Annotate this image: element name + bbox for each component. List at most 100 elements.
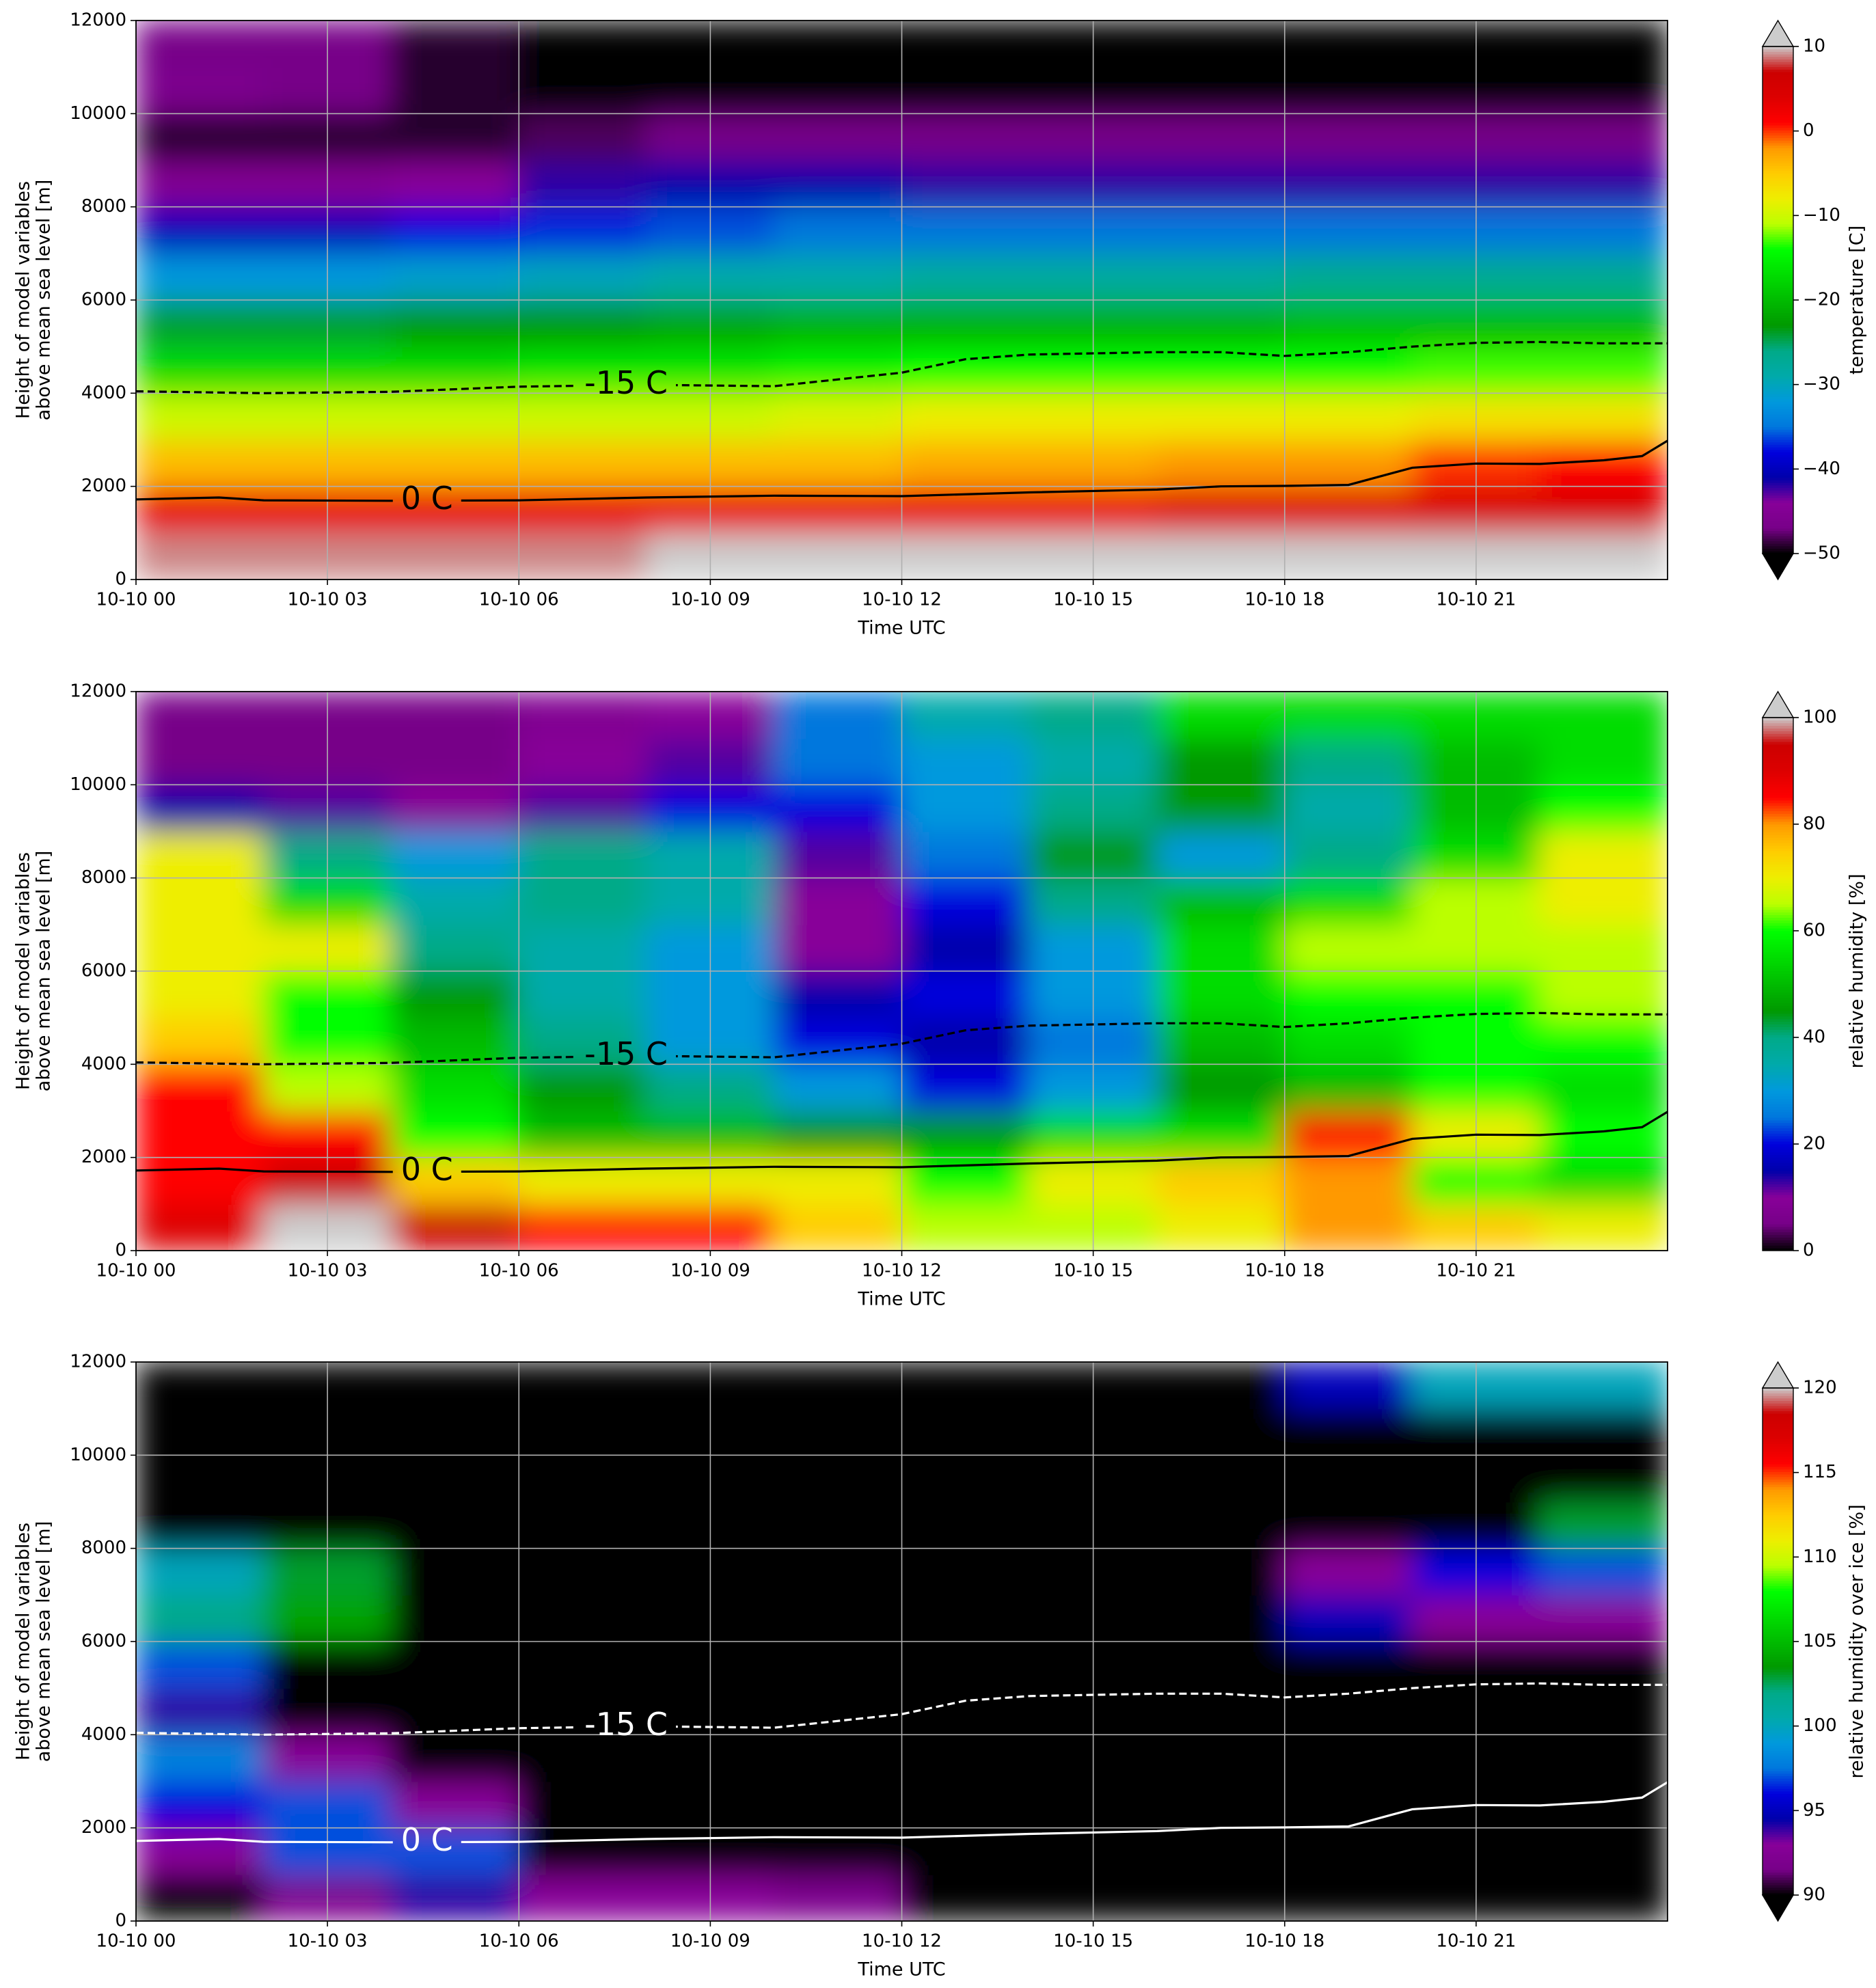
heat-cell	[390, 1110, 520, 1158]
x-tick-label: 10-10 00	[96, 1931, 176, 1952]
heat-cell	[1539, 392, 1668, 441]
heat-cell	[136, 1873, 264, 1921]
heat-cell	[390, 66, 520, 115]
heat-cell	[901, 346, 1031, 394]
colorbar-extend	[1761, 1894, 1795, 1922]
heat-cell	[773, 159, 903, 208]
heat-cell	[518, 1594, 647, 1642]
heat-cell	[773, 1017, 903, 1065]
heat-cell	[1539, 532, 1668, 580]
heat-cell	[1156, 877, 1286, 925]
colorbar-tick-label: 110	[1803, 1547, 1837, 1567]
y-tick-label: 2000	[81, 1147, 126, 1167]
y-tick-label: 10000	[70, 1445, 126, 1465]
y-tick-label: 4000	[81, 1054, 126, 1074]
y-tick-label: 2000	[81, 1817, 126, 1838]
heat-cell	[901, 877, 1031, 925]
heat-cell	[136, 1501, 264, 1549]
heat-cell	[390, 1687, 520, 1736]
heat-cell	[773, 1203, 903, 1251]
heat-cell	[518, 1362, 647, 1410]
colorbar-extend	[1761, 1361, 1795, 1389]
y-tick-label: 4000	[81, 1724, 126, 1745]
x-tick-label: 10-10 12	[862, 1931, 942, 1952]
heat-cell	[1156, 206, 1286, 254]
heat-cell	[136, 737, 264, 786]
x-tick-label: 10-10 18	[1245, 590, 1324, 610]
heat-cell	[1156, 1827, 1286, 1875]
x-tick-label: 10-10 03	[288, 1931, 368, 1952]
heat-cell	[773, 1063, 903, 1112]
heat-cell	[901, 1641, 1031, 1689]
heat-cell	[390, 1780, 520, 1829]
heat-cell	[518, 970, 647, 1019]
heat-cell	[136, 1687, 264, 1736]
heat-cell	[901, 252, 1031, 301]
heat-cell	[1539, 1017, 1668, 1065]
y-tick-label: 12000	[70, 681, 126, 702]
heat-cell	[1283, 66, 1413, 115]
heat-cell	[136, 877, 264, 925]
heat-cell	[136, 1594, 264, 1642]
heat-cell	[1539, 1641, 1668, 1689]
heat-cell	[901, 1547, 1031, 1596]
y-tick-label: 6000	[81, 961, 126, 981]
heat-cell	[390, 485, 520, 534]
heat-cell	[901, 784, 1031, 832]
y-tick-label: 6000	[81, 290, 126, 310]
heat-cell	[390, 159, 520, 208]
heat-cell	[1156, 830, 1286, 879]
heat-cell	[1283, 923, 1413, 972]
heat-cell	[901, 299, 1031, 348]
heat-cell	[518, 692, 647, 739]
heat-cell	[518, 877, 647, 925]
heat-cell	[1156, 1156, 1286, 1205]
heat-cell	[1539, 1063, 1668, 1112]
heat-cell	[1539, 737, 1668, 786]
y-tick-label: 0	[115, 1240, 126, 1261]
heat-cell	[136, 159, 264, 208]
x-tick-label: 10-10 21	[1436, 590, 1516, 610]
heat-cell	[1156, 1203, 1286, 1251]
heat-cell	[136, 1017, 264, 1065]
heat-cell	[390, 1203, 520, 1251]
heat-cell	[901, 532, 1031, 580]
heat-cell	[1283, 830, 1413, 879]
heat-cell	[901, 970, 1031, 1019]
heat-cell	[1539, 21, 1668, 68]
heat-cell	[1539, 1156, 1668, 1205]
y-tick-label: 6000	[81, 1631, 126, 1652]
x-tick-label: 10-10 00	[96, 590, 176, 610]
heat-cell	[1283, 159, 1413, 208]
heat-cell	[1156, 113, 1286, 161]
x-tick-label: 10-10 06	[479, 590, 559, 610]
heat-cell	[390, 784, 520, 832]
heat-cell	[773, 923, 903, 972]
heat-cell	[1283, 737, 1413, 786]
heat-cell	[1283, 1408, 1413, 1456]
heat-cell	[773, 737, 903, 786]
heat-cell	[136, 1547, 264, 1596]
axes-frame	[135, 691, 1668, 1251]
colorbar-extend	[1761, 690, 1795, 718]
heat-cell	[773, 1687, 903, 1736]
heat-cell	[773, 970, 903, 1019]
heat-cell	[773, 485, 903, 534]
heat-cell	[1156, 1547, 1286, 1596]
heat-cell	[518, 21, 647, 68]
heat-cell	[1539, 1873, 1668, 1921]
heat-cell	[901, 1203, 1031, 1251]
heat-cell	[518, 159, 647, 208]
heat-cell	[518, 113, 647, 161]
x-tick-label: 10-10 09	[670, 1931, 750, 1952]
x-tick-label: 10-10 15	[1053, 590, 1133, 610]
heat-cell	[773, 299, 903, 348]
x-tick-label: 10-10 06	[479, 1261, 559, 1281]
heat-cell	[1156, 1408, 1286, 1456]
heat-cell	[1539, 159, 1668, 208]
heat-cell	[518, 66, 647, 115]
x-tick-label: 10-10 09	[670, 1261, 750, 1281]
heat-cell	[1156, 1362, 1286, 1410]
heat-cell	[1156, 532, 1286, 580]
